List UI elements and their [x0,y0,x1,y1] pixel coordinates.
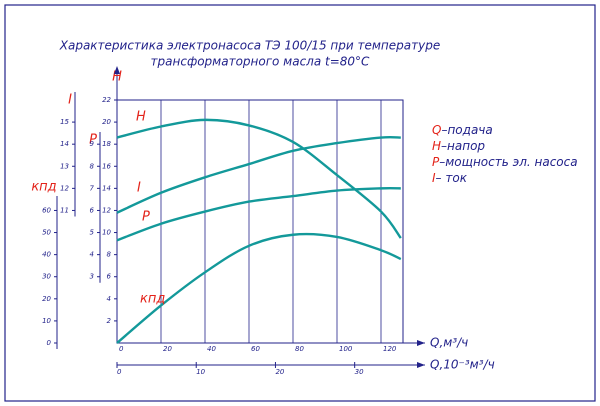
x2-tick-label: 10 [196,368,205,376]
legend-entry: P–мощность эл. насоса [432,155,578,169]
legend-symbol: P [432,155,440,169]
y-tick-label: 7 [90,184,95,192]
curve-label: P [142,210,150,225]
legend-symbol: I [432,171,436,185]
y-tick-label: 6 [107,273,112,281]
y-tick-label: 3 [90,273,94,281]
chart-title: Характеристика электронасоса ТЭ 100/15 п… [59,39,440,53]
curve [116,187,401,242]
y-tick-label: 14 [102,184,111,192]
x-tick-label: 120 [383,345,397,353]
y-tick-label: 16 [102,162,111,170]
x-tick-label: 0 [119,345,124,353]
curve [116,135,401,214]
curve-label: H [136,110,146,125]
y-axis-label: P [89,133,97,148]
y-tick-label: 22 [102,96,111,104]
legend-text: –мощность эл. насоса [439,155,577,169]
y-tick-label: 0 [47,339,52,347]
y-axis-label: кпд [31,180,56,195]
curve [116,118,402,239]
legend-entry: Q–подача [432,123,493,137]
y-axis-label: I [68,93,72,108]
legend-text: –подача [441,123,492,137]
y-tick-label: 15 [60,118,69,126]
x-tick-label: 40 [207,345,216,353]
curve-label: кпд [140,292,165,307]
legend-text: –напор [441,139,485,153]
y-tick-label: 10 [42,317,51,325]
y-tick-label: 8 [90,162,95,170]
x-axis-label: Q,м³/ч [430,336,468,350]
curve [116,232,402,344]
x2-tick-label: 0 [117,368,122,376]
x2-axis-arrow [417,362,425,368]
legend-text: – ток [436,171,468,185]
y-tick-label: 60 [42,206,51,214]
y-tick-label: 9 [90,140,95,148]
y-tick-label: 14 [60,140,69,148]
y-tick-label: 20 [102,118,111,126]
x2-tick-label: 30 [355,368,364,376]
y-tick-label: 30 [42,273,51,281]
y-tick-label: 13 [60,162,69,170]
y-tick-label: 18 [102,140,111,148]
legend-symbol: H [432,139,441,153]
y-axis-label: H [112,70,122,85]
chart-title: трансформаторного масла t=80°С [151,55,370,69]
y-tick-label: 4 [90,251,94,259]
y-tick-label: 8 [107,251,112,259]
sheet-frame [4,4,596,402]
y-tick-label: 12 [102,206,111,214]
y-tick-label: 4 [107,295,111,303]
x2-tick-label: 20 [275,368,284,376]
x-tick-label: 80 [295,345,304,353]
x2-axis-label: Q,10⁻³м³/ч [430,358,495,372]
y-tick-label: 10 [102,229,111,237]
legend-entry: I– ток [432,171,468,185]
y-tick-label: 5 [90,229,95,237]
x-tick-label: 100 [339,345,353,353]
x-axis-arrow [417,340,425,346]
y-tick-label: 40 [42,251,51,259]
x-tick-label: 60 [251,345,260,353]
y-tick-label: 6 [90,206,95,214]
y-tick-label: 11 [60,206,69,214]
x-tick-label: 20 [163,345,172,353]
y-tick-label: 12 [60,184,69,192]
y-tick-label: 2 [107,317,112,325]
legend-symbol: Q [432,123,441,137]
y-axis-arrow [114,66,120,74]
curve-label: I [137,181,141,196]
y-tick-label: 20 [42,295,51,303]
legend-entry: H–напор [432,139,485,153]
y-tick-label: 50 [42,229,51,237]
